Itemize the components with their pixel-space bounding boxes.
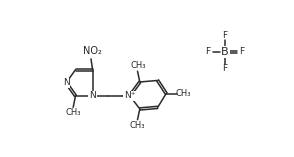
Text: CH₃: CH₃: [176, 89, 191, 98]
Text: F: F: [223, 30, 228, 40]
Text: B: B: [221, 47, 229, 57]
Text: F: F: [206, 47, 211, 57]
Text: F: F: [223, 64, 228, 73]
Text: N⁺: N⁺: [124, 91, 136, 100]
Text: CH₃: CH₃: [66, 108, 81, 116]
Text: N: N: [89, 91, 96, 100]
Text: N: N: [63, 78, 70, 87]
Text: NO₂: NO₂: [83, 46, 102, 56]
Text: CH₃: CH₃: [131, 61, 146, 70]
Text: F: F: [240, 47, 245, 57]
Text: CH₃: CH₃: [130, 121, 145, 130]
